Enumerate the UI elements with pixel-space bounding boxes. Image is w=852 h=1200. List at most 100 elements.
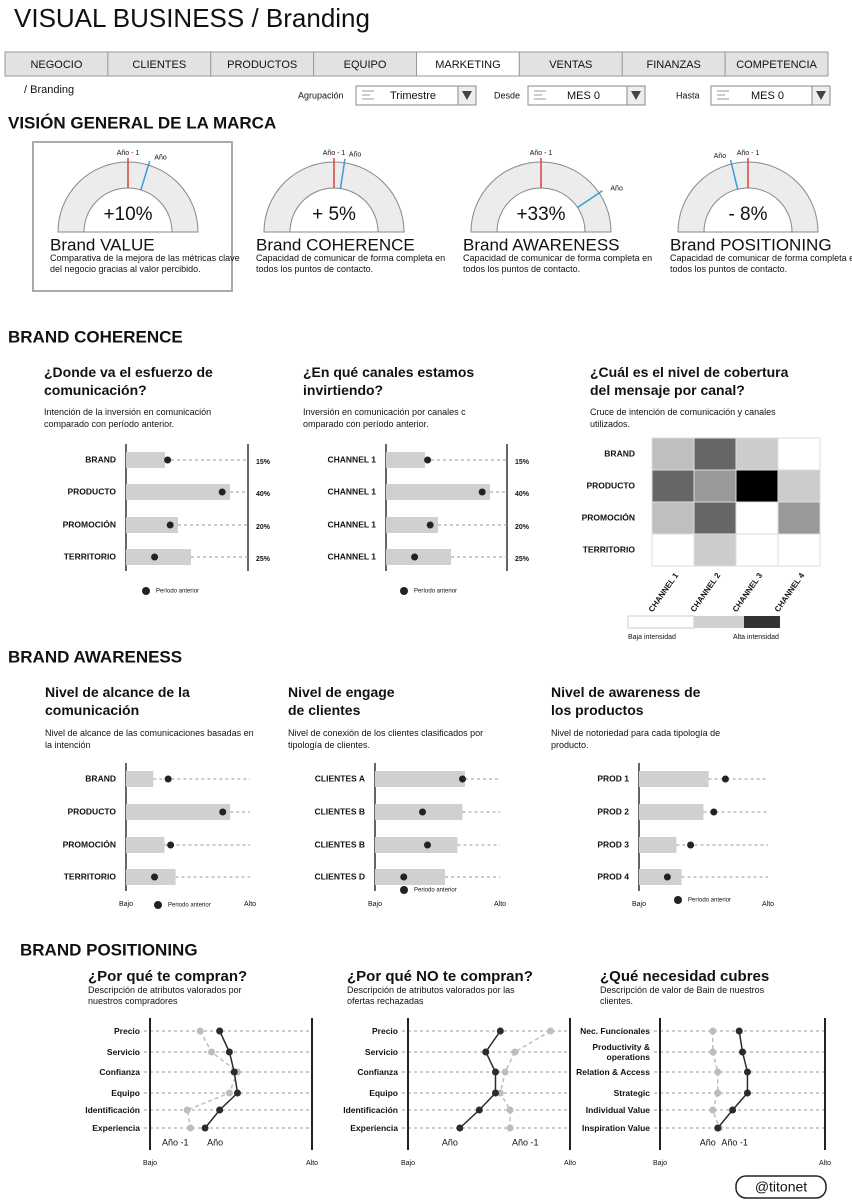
tab-label[interactable]: NEGOCIO (30, 59, 82, 71)
tab[interactable] (724, 51, 829, 77)
series-label: Año -1 (721, 1137, 748, 1147)
attribute-label-frame: Experiencia (92, 1123, 140, 1133)
tab[interactable] (210, 51, 315, 77)
axis-label: Bajo (119, 901, 133, 908)
legend-label: Alta intensidad (733, 634, 779, 641)
tab-label[interactable]: CLIENTES (132, 59, 186, 71)
panel-description: Cruce de intención de comunicación y can… (590, 407, 776, 429)
gauge-needle (577, 190, 603, 209)
gauge-current-label: Año (349, 152, 362, 159)
previous-dot (426, 521, 434, 529)
dropdown-value[interactable]: Trimestre (390, 90, 436, 102)
tab[interactable] (621, 51, 726, 77)
tab-label[interactable]: COMPETENCIA (736, 59, 817, 71)
previous-dot (424, 841, 431, 849)
attribute-label-frame: Confianza (357, 1067, 398, 1077)
value-label: 15% (515, 459, 530, 466)
profile-point (709, 1027, 717, 1035)
gauge-description: Capacidad de comunicar de forma completa… (256, 253, 446, 274)
value-label: 40% (256, 491, 271, 498)
attribute-label-frame: Individual Value (585, 1104, 650, 1115)
panel-question-frame: ¿Cuál es el nivel de cobertura del mensa… (590, 364, 788, 398)
heat-cell (651, 533, 695, 567)
panel-question-frame: Nivel de awareness de los productos (551, 684, 700, 718)
attribute-label-frame: Identificación (85, 1105, 140, 1115)
profile-point (709, 1106, 717, 1114)
attribute-label: Equipo (111, 1087, 140, 1098)
panel-question-frame: Nivel de engage de clientes (288, 684, 395, 718)
tab[interactable] (518, 51, 623, 77)
heat-cell (777, 501, 821, 535)
previous-dot (400, 873, 408, 881)
dropdown-value[interactable]: MES 0 (567, 90, 600, 102)
profile-point (709, 1048, 717, 1056)
profile-point (511, 1048, 519, 1056)
tab-label[interactable]: EQUIPO (344, 59, 387, 71)
category-label: PROD 4 (597, 871, 629, 881)
category-label: PROD 2 (597, 806, 629, 816)
tab-label[interactable]: VENTAS (549, 59, 592, 71)
bar (375, 804, 463, 820)
section-title: BRAND POSITIONING (20, 940, 198, 959)
attribute-label: Identificación (343, 1104, 398, 1115)
gauge-description: Comparativa de la mejora de las métricas… (50, 253, 240, 274)
profile-point (208, 1048, 216, 1056)
profile-point (506, 1124, 514, 1132)
series-label: Año (442, 1137, 458, 1147)
panel-question-frame: ¿En qué canales estamos invirtiendo? (303, 364, 474, 398)
profile-point (506, 1106, 514, 1114)
footer-handle: @titonet (755, 1179, 807, 1195)
active-tab[interactable] (416, 51, 520, 77)
category-label: PROMOCIÓN (63, 518, 116, 529)
tab-label[interactable]: FINANZAS (646, 59, 700, 71)
bar (126, 452, 165, 468)
value-label: 25% (515, 556, 530, 563)
bar (126, 837, 165, 853)
bar (126, 771, 154, 787)
axis-label: Bajo (632, 901, 646, 908)
bar (386, 452, 425, 468)
category-label: TERRITORIO (64, 871, 117, 881)
heat-cell (735, 437, 779, 471)
legend-dot (400, 587, 408, 595)
profile-point (729, 1106, 737, 1114)
attribute-label: Equipo (369, 1087, 398, 1098)
bar (386, 517, 438, 533)
tab[interactable] (313, 51, 417, 77)
legend-label: Baja intensidad (628, 634, 676, 641)
tab[interactable] (4, 51, 109, 77)
heat-cell (735, 533, 779, 567)
attribute-label: Individual Value (585, 1104, 650, 1115)
panel-question-frame: ¿Donde va el esfuerzo de comunicación? (44, 364, 213, 398)
value-label: 40% (515, 491, 530, 498)
profile-point (501, 1068, 509, 1076)
row-label: TERRITORIO (583, 544, 636, 554)
gauge-name: Brand POSITIONING (670, 235, 832, 254)
gauge-name: Brand COHERENCE (256, 235, 415, 254)
previous-dot (166, 521, 174, 529)
legend-swatch (744, 616, 780, 628)
category-label: PRODUCTO (68, 486, 117, 496)
axis-label: Alto (819, 1160, 831, 1167)
axis-label: Bajo (143, 1160, 157, 1167)
attribute-label-frame: Equipo (369, 1087, 398, 1098)
category-label: BRAND (85, 773, 116, 783)
previous-dot (167, 841, 175, 849)
gauge-previous-label: Año - 1 (737, 150, 760, 157)
attribute-label-frame: Nec. Funcionales (580, 1026, 650, 1036)
bar (126, 517, 178, 533)
previous-dot (164, 456, 172, 464)
profile-point (456, 1124, 464, 1132)
profile-point (230, 1068, 238, 1076)
panel-description-frame: Descripción de atributos valorados por n… (88, 985, 242, 1006)
panel-question: ¿Qué necesidad cubres (600, 968, 769, 985)
axis-label: Alto (762, 901, 774, 908)
heat-cell (693, 437, 737, 471)
tab-label[interactable]: PRODUCTOS (227, 59, 297, 71)
panel-description-frame: Nivel de notoriedad para cada tipología … (551, 728, 720, 750)
attribute-label-frame: Equipo (111, 1087, 140, 1098)
tab-label[interactable]: MARKETING (435, 59, 500, 71)
profile-point (196, 1027, 204, 1035)
dropdown-value[interactable]: MES 0 (751, 90, 784, 102)
